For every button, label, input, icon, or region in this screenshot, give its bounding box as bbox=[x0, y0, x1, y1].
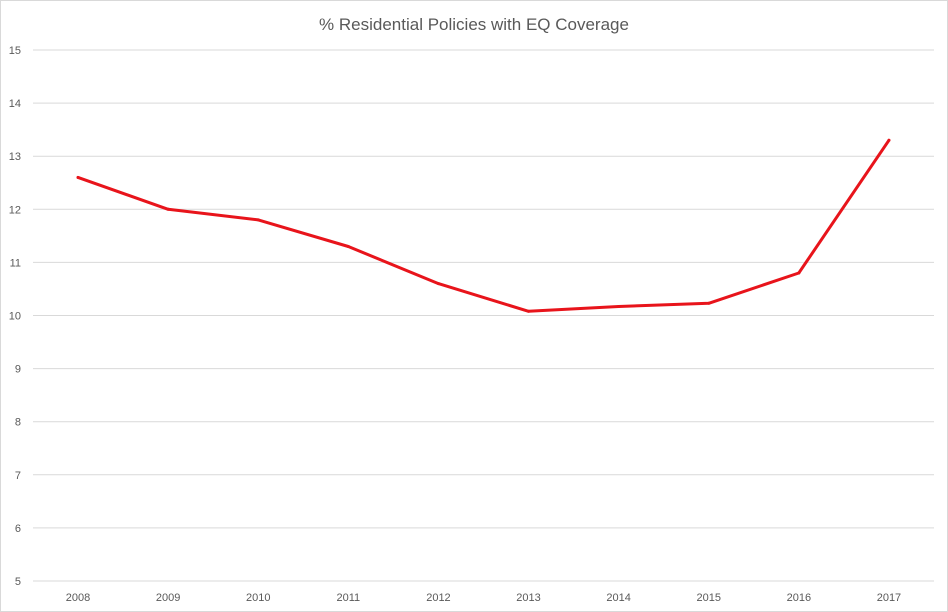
x-axis-ticks: 2008 2009 2010 2011 2012 2013 2014 2015 2016 2017 bbox=[66, 592, 901, 604]
data-point-2009 bbox=[166, 207, 170, 211]
x-tick-label: 2017 bbox=[877, 592, 901, 604]
y-tick-label: 5 bbox=[15, 576, 21, 588]
x-tick-label: 2015 bbox=[697, 592, 721, 604]
y-tick-label: 14 bbox=[9, 98, 21, 110]
x-tick-label: 2012 bbox=[426, 592, 450, 604]
x-tick-label: 2013 bbox=[516, 592, 540, 604]
data-point-2015 bbox=[707, 301, 711, 305]
x-tick-label: 2016 bbox=[787, 592, 811, 604]
y-tick-label: 12 bbox=[9, 204, 21, 216]
x-tick-label: 2010 bbox=[246, 592, 270, 604]
y-tick-label: 6 bbox=[15, 523, 21, 535]
x-tick-label: 2009 bbox=[156, 592, 180, 604]
series-layer bbox=[76, 138, 891, 313]
data-point-2014 bbox=[617, 304, 621, 308]
y-tick-label: 10 bbox=[9, 311, 21, 323]
data-point-2016 bbox=[797, 271, 801, 275]
data-point-2011 bbox=[346, 244, 350, 248]
y-tick-label: 13 bbox=[9, 151, 21, 163]
y-tick-label: 15 bbox=[9, 45, 21, 57]
chart-title: % Residential Policies with EQ Coverage bbox=[319, 15, 629, 34]
gridlines bbox=[33, 49, 934, 582]
x-tick-label: 2011 bbox=[337, 592, 361, 604]
y-tick-label: 7 bbox=[15, 470, 21, 482]
data-point-2012 bbox=[436, 282, 440, 286]
data-point-2008 bbox=[76, 175, 80, 179]
y-axis-ticks: 5 6 7 8 9 10 11 12 13 14 15 bbox=[9, 45, 21, 588]
data-point-2017 bbox=[887, 138, 891, 142]
x-tick-label: 2014 bbox=[606, 592, 630, 604]
data-point-2010 bbox=[256, 218, 260, 222]
x-tick-label: 2008 bbox=[66, 592, 90, 604]
y-tick-label: 9 bbox=[15, 364, 21, 376]
y-tick-label: 11 bbox=[10, 257, 21, 269]
data-point-2013 bbox=[527, 309, 531, 313]
series-line-0 bbox=[76, 138, 891, 313]
y-tick-label: 8 bbox=[15, 417, 21, 429]
